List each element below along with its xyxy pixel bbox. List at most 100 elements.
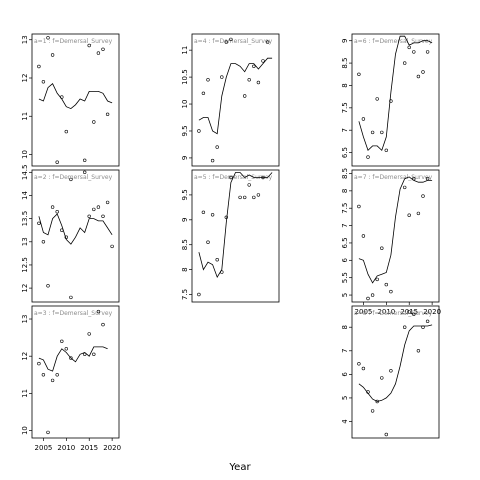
observation-point: [37, 64, 41, 69]
fit-line: [38, 83, 113, 110]
x-tick-label: 2010: [377, 308, 395, 316]
observation-point: [361, 366, 366, 371]
observation-point: [366, 390, 370, 394]
panel-frame: [351, 33, 440, 167]
observation-point: [92, 352, 96, 356]
fit-line: [198, 57, 273, 135]
y-tick-label: 6.5: [341, 147, 349, 158]
observation-point: [247, 78, 251, 82]
panel-6: a=6 : f=Demersal_Survey 6.5 7 7.5 8 8.5 9: [341, 33, 440, 167]
y-tick-label: 12: [21, 74, 29, 83]
observation-point: [389, 369, 393, 373]
observation-point: [87, 43, 91, 48]
observation-point: [224, 40, 229, 44]
observation-point: [425, 50, 430, 54]
observation-point: [375, 277, 379, 282]
y-tick-label: 7.5: [341, 203, 349, 214]
observation-point: [220, 270, 224, 274]
x-axis-title: Year: [228, 462, 251, 473]
observation-point: [357, 362, 361, 366]
panel-frame: [31, 169, 120, 303]
observation-point: [425, 319, 430, 323]
observation-point: [256, 193, 261, 197]
y-tick-label: 13: [21, 315, 29, 324]
y-tick-label: 5: [341, 293, 349, 297]
observation-point: [370, 409, 375, 413]
observation-point: [101, 47, 105, 51]
observation-point: [60, 228, 64, 232]
y-tick-label: 12: [21, 352, 29, 361]
y-tick-label: 10: [181, 100, 189, 109]
panel-8: a=8 : f=Demersal_Survey 4 5 6 7 8: [341, 305, 440, 439]
x-tick-label: 2015: [400, 308, 418, 316]
observation-point: [229, 37, 233, 42]
observation-point: [87, 214, 91, 219]
observation-point: [46, 284, 50, 288]
x-tick-label: 2005: [355, 308, 373, 316]
observation-point: [64, 235, 69, 239]
panel-1: a=1 : f=Demersal_Survey 10 11 12 13: [21, 33, 120, 182]
panel-strip-label: a=6 : f=Demersal_Survey: [354, 38, 433, 45]
y-tick-label: 8.5: [341, 58, 349, 69]
observation-point: [407, 310, 411, 314]
observation-point: [384, 282, 388, 287]
observation-point: [92, 120, 96, 124]
observation-point: [206, 240, 210, 244]
x-tick-label: 2005: [35, 444, 53, 452]
y-tick-label: 9: [341, 38, 349, 42]
y-tick-label: 9.5: [181, 125, 189, 136]
panel-frame: [191, 169, 280, 303]
observation-point: [60, 339, 64, 343]
observation-point: [380, 130, 384, 135]
y-tick-label: 13: [21, 35, 29, 44]
y-tick-label: 8: [341, 189, 349, 193]
observation-point: [412, 312, 416, 316]
panel-frame: [31, 305, 120, 439]
panel-frame: [351, 305, 440, 439]
y-tick-label: 11: [21, 112, 29, 121]
observation-point: [50, 378, 55, 383]
observation-point: [384, 432, 388, 437]
observation-point: [105, 112, 110, 117]
observation-point: [64, 129, 69, 134]
observation-point: [101, 322, 105, 327]
observation-point: [101, 214, 105, 219]
y-tick-label: 4: [341, 419, 349, 424]
panel-2: a=2 : f=Demersal_Survey 12 12.5 13 13.5 14 14.…: [21, 165, 120, 303]
y-tick-label: 9: [181, 218, 189, 222]
observation-point: [361, 117, 366, 121]
observation-point: [403, 325, 407, 329]
observation-point: [82, 352, 87, 356]
observation-point: [375, 97, 379, 101]
observation-point: [41, 373, 46, 377]
observation-point: [265, 40, 270, 44]
y-tick-label: 9: [181, 156, 189, 160]
observation-point: [215, 145, 219, 149]
y-tick-label: 11: [181, 46, 189, 55]
fit-line: [38, 346, 108, 372]
panel-3: a=3 : f=Demersal_Survey 10 11 12 13 2005 2010 2…: [21, 305, 121, 452]
x-tick-label: 2015: [80, 444, 98, 452]
panel-strip-label: a=1 : f=Demersal_Survey: [34, 38, 113, 45]
observation-point: [41, 240, 46, 244]
fit-line: [198, 172, 273, 279]
observation-point: [412, 50, 416, 54]
panel-frame: [351, 169, 440, 303]
y-tick-label: 12: [21, 284, 29, 293]
y-tick-label: 9.5: [181, 189, 189, 200]
observation-point: [50, 205, 55, 209]
observation-point: [421, 194, 425, 198]
observation-point: [384, 148, 388, 153]
observation-point: [55, 160, 59, 164]
observation-point: [425, 177, 430, 181]
observation-point: [229, 175, 233, 180]
observation-point: [412, 177, 416, 181]
observation-point: [357, 204, 361, 209]
observation-point: [197, 292, 201, 297]
observation-point: [252, 64, 256, 69]
observation-point: [370, 293, 375, 297]
x-tick-label: 2020: [423, 308, 441, 316]
observation-point: [416, 211, 421, 216]
y-tick-label: 7: [341, 223, 349, 227]
